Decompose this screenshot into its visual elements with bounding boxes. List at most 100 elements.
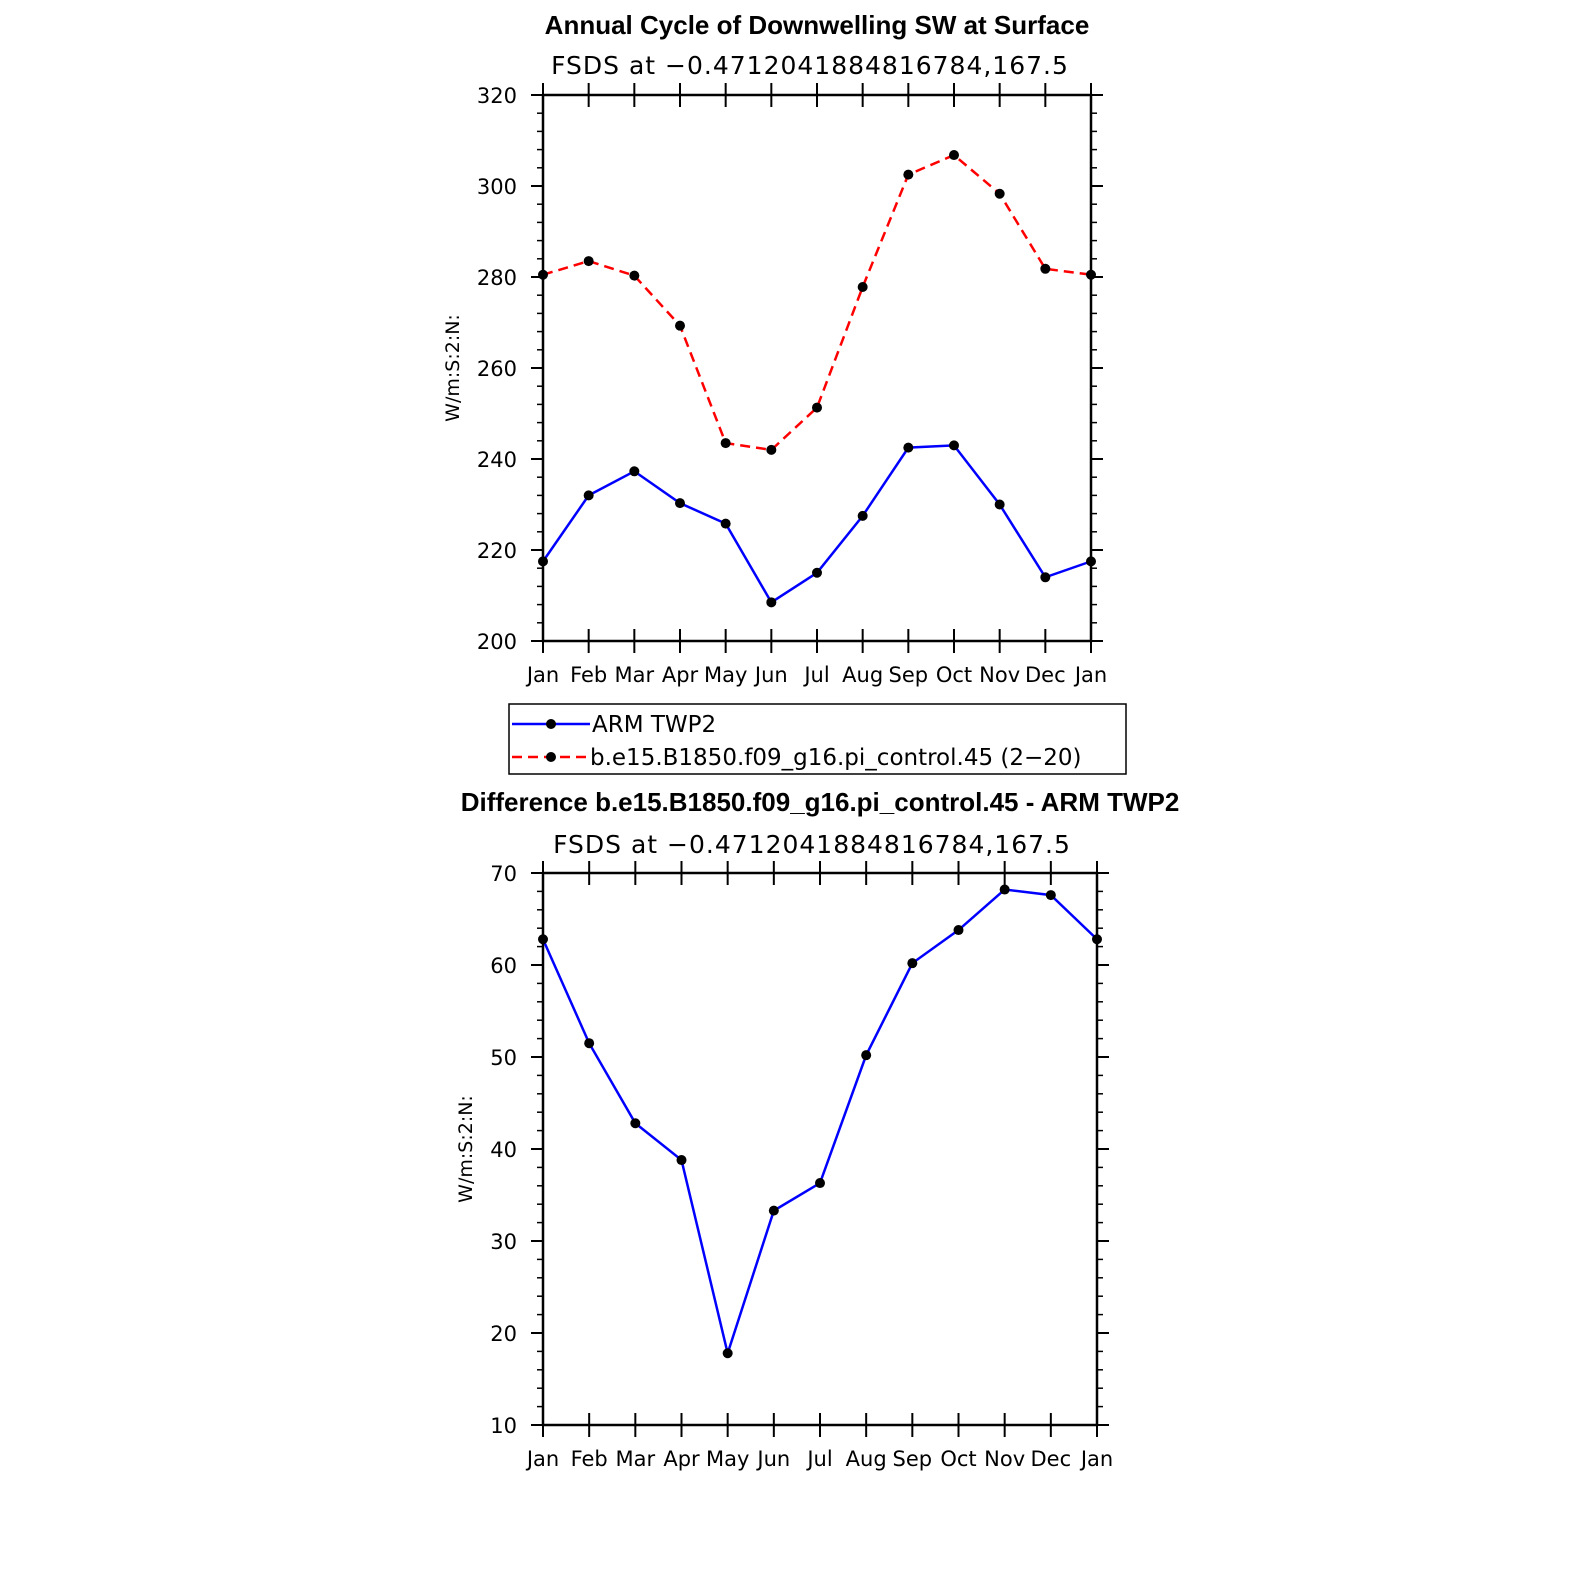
x-tick-label: May [706, 1447, 749, 1471]
data-point [857, 510, 868, 521]
x-tick-label: Oct [940, 1447, 976, 1471]
data-point [1086, 269, 1096, 280]
data-point [629, 270, 640, 281]
data-point [583, 490, 594, 501]
x-tick-label: Jan [525, 663, 559, 687]
data-point [538, 269, 548, 280]
x-tick-label: Nov [984, 1447, 1025, 1471]
data-point [766, 444, 777, 455]
x-tick-label: Jul [802, 663, 829, 687]
x-tick-label: Nov [979, 663, 1020, 687]
y-tick-label: 70 [490, 862, 517, 886]
chart-title: Difference b.e15.B1850.f09_g16.pi_contro… [461, 787, 1180, 817]
x-tick-label: Jun [753, 663, 788, 687]
data-point [994, 188, 1005, 199]
data-point [676, 1155, 687, 1166]
difference-panel: Difference b.e15.B1850.f09_g16.pi_contro… [455, 787, 1179, 1471]
data-point [903, 442, 914, 453]
y-tick-label: 10 [490, 1414, 517, 1438]
x-tick-label: May [704, 663, 747, 687]
x-tick-label: Aug [842, 663, 883, 687]
x-tick-label: Dec [1025, 663, 1066, 687]
data-point [675, 498, 685, 509]
y-tick-label: 300 [477, 175, 517, 199]
data-point [1045, 890, 1056, 901]
legend-marker-arm [546, 719, 556, 729]
y-axis-label: W/m:S:2:N: [455, 1095, 477, 1203]
data-point [812, 402, 822, 413]
data-point [857, 282, 868, 293]
data-point [812, 567, 822, 578]
data-point [584, 1038, 595, 1049]
annual-cycle-panel: Annual Cycle of Downwelling SW at Surfac… [442, 10, 1107, 687]
x-tick-label: Apr [663, 1447, 700, 1471]
data-point [538, 556, 548, 567]
data-point [1092, 934, 1102, 945]
data-point [953, 925, 964, 936]
data-point [583, 256, 594, 267]
x-tick-label: Jan [1073, 663, 1107, 687]
data-point [861, 1050, 872, 1061]
data-point [768, 1205, 779, 1216]
chart-subtitle: FSDS at −0.4712041884816784,167.5 [553, 830, 1071, 859]
legend-label-arm: ARM TWP2 [592, 712, 716, 738]
x-tick-label: Oct [936, 663, 972, 687]
data-point [538, 934, 548, 945]
data-point [907, 958, 918, 969]
data-point [1040, 572, 1051, 583]
x-tick-label: Jul [805, 1447, 832, 1471]
y-tick-label: 240 [477, 448, 517, 472]
data-point [949, 440, 959, 451]
y-tick-label: 50 [490, 1046, 517, 1070]
y-tick-label: 60 [490, 954, 517, 978]
y-tick-label: 40 [490, 1138, 517, 1162]
legend-label-model: b.e15.B1850.f09_g16.pi_control.45 (2−20) [590, 745, 1082, 771]
y-tick-label: 280 [477, 266, 517, 290]
x-tick-label: Feb [571, 1447, 608, 1471]
data-point [903, 169, 914, 180]
x-tick-label: Jan [525, 1447, 559, 1471]
y-tick-label: 30 [490, 1230, 517, 1254]
data-point [720, 518, 731, 529]
data-point [1040, 263, 1051, 274]
data-point [720, 438, 731, 449]
chart-title: Annual Cycle of Downwelling SW at Surfac… [545, 10, 1090, 40]
data-point [675, 320, 685, 331]
data-point [815, 1178, 825, 1189]
data-point [630, 1118, 641, 1129]
legend: ARM TWP2 b.e15.B1850.f09_g16.pi_control.… [508, 703, 1127, 775]
plot-frame [541, 93, 1093, 643]
y-tick-label: 20 [490, 1322, 517, 1346]
data-point [994, 499, 1005, 510]
data-point [949, 150, 959, 161]
legend-box [508, 703, 1127, 775]
x-tick-label: Mar [616, 1447, 656, 1471]
x-tick-label: Sep [889, 663, 929, 687]
data-point [1086, 556, 1096, 567]
legend-marker-model [546, 752, 556, 762]
y-tick-label: 220 [477, 539, 517, 563]
chart-subtitle: FSDS at −0.4712041884816784,167.5 [551, 51, 1069, 80]
plot-area: 200 220 240 260 280 300 320 Jan Feb Mar Apr May Jun J… [477, 83, 1107, 687]
plot-frame [541, 871, 1099, 1427]
data-point [629, 466, 640, 477]
y-tick-label: 200 [477, 630, 517, 654]
x-tick-label: Dec [1031, 1447, 1072, 1471]
data-point [722, 1348, 733, 1359]
series-line-0 [541, 444, 1092, 605]
y-axis-label: W/m:S:2:N: [442, 314, 464, 422]
x-tick-label: Jan [1079, 1447, 1113, 1471]
x-tick-label: Apr [662, 663, 699, 687]
plot-area: 10 20 30 40 50 60 70 Jan Feb Mar Apr May Jun Jul Aug Se… [490, 861, 1113, 1471]
x-tick-label: Jun [755, 1447, 790, 1471]
y-tick-label: 260 [477, 357, 517, 381]
x-tick-label: Mar [615, 663, 655, 687]
y-tick-label: 320 [477, 84, 517, 108]
x-tick-label: Feb [570, 663, 607, 687]
data-point [766, 597, 777, 608]
x-tick-label: Aug [846, 1447, 887, 1471]
series-line-0 [541, 888, 1098, 1358]
x-tick-label: Sep [893, 1447, 933, 1471]
data-point [999, 884, 1010, 895]
